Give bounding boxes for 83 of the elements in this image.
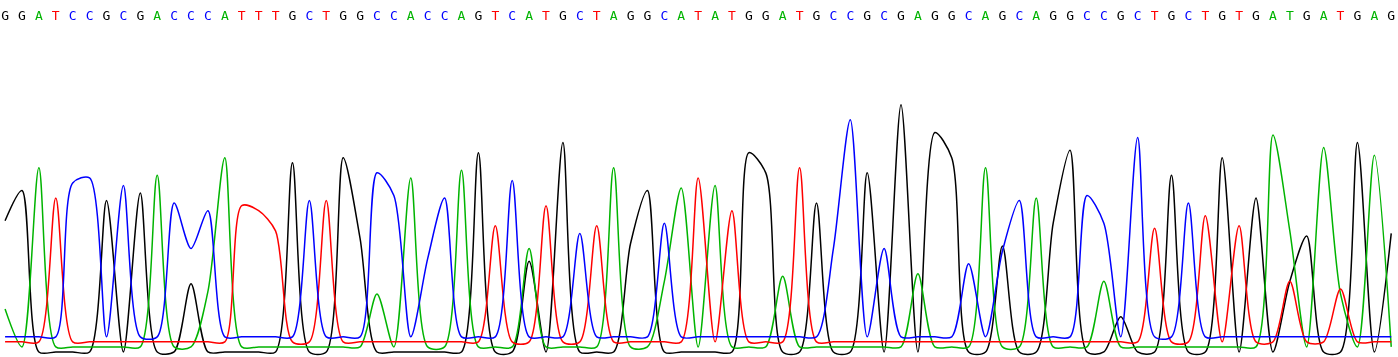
x-tick-label: T [254, 8, 263, 24]
x-tick-label: G [643, 8, 652, 24]
x-tick-label: C [68, 8, 77, 24]
x-tick-label: C [508, 8, 517, 24]
x-tick-label: C [1133, 8, 1142, 24]
x-tick-label: G [1167, 8, 1176, 24]
x-tick-label: G [1252, 8, 1261, 24]
x-tick-label: G [1049, 8, 1058, 24]
x-tick-label: T [694, 8, 703, 24]
x-tick-label: A [1319, 8, 1328, 24]
x-tick-label: G [1066, 8, 1075, 24]
x-tick-label: G [1353, 8, 1362, 24]
x-tick-label: C [373, 8, 381, 24]
x-tick-label: C [846, 8, 855, 24]
x-tick-label: G [339, 8, 348, 24]
x-tick-label: C [880, 8, 889, 24]
x-tick-label: G [1, 8, 10, 24]
x-tick-label: T [491, 8, 500, 24]
x-tick-label: G [947, 8, 956, 24]
x-tick-label: G [356, 8, 365, 24]
x-tick-label: G [1302, 8, 1311, 24]
x-tick-label: C [204, 8, 212, 24]
x-tick-label: C [423, 8, 432, 24]
x-tick-label: A [1032, 8, 1041, 24]
x-tick-label: T [1285, 8, 1294, 24]
x-tick-label: T [728, 8, 737, 24]
x-tick-label: C [389, 8, 398, 24]
x-tick-label: A [406, 8, 415, 24]
x-tick-label: T [271, 8, 280, 24]
x-tick-label: G [626, 8, 635, 24]
x-tick-label: A [457, 8, 466, 24]
x-tick-label: G [930, 8, 939, 24]
x-tick-label: T [1336, 8, 1345, 24]
x-tick-label: C [119, 8, 128, 24]
x-tick-label: G [102, 8, 111, 24]
x-tick-label: C [187, 8, 195, 24]
x-tick-label: C [305, 8, 314, 24]
x-tick-label: T [542, 8, 551, 24]
x-tick-label: A [1269, 8, 1277, 24]
x-tick-label: T [1150, 8, 1159, 24]
x-tick-label: G [897, 8, 906, 24]
x-tick-label: G [474, 8, 483, 24]
x-tick-label: A [711, 8, 720, 24]
x-tick-label: T [1235, 8, 1244, 24]
x-tick-label: A [609, 8, 618, 24]
x-tick-label: C [829, 8, 838, 24]
x-tick-label: A [677, 8, 686, 24]
x-tick-label: T [322, 8, 331, 24]
x-tick-label: C [170, 8, 179, 24]
x-tick-label: C [1083, 8, 1091, 24]
x-tick-label: T [51, 8, 60, 24]
x-tick-label: G [761, 8, 770, 24]
x-tick-label: T [1201, 8, 1210, 24]
x-tick-label: C [660, 8, 669, 24]
x-tick-label: G [1218, 8, 1227, 24]
x-tick-label: T [795, 8, 804, 24]
x-tick-label: C [440, 8, 449, 24]
x-tick-label: G [863, 8, 872, 24]
x-tick-label: A [778, 8, 787, 24]
x-tick-label: G [18, 8, 27, 24]
x-tick-label: C [1184, 8, 1193, 24]
x-tick-label: G [288, 8, 297, 24]
x-tick-label: A [34, 8, 43, 24]
x-tick-label: G [136, 8, 145, 24]
x-tick-label: A [153, 8, 162, 24]
x-tick-label: C [1099, 8, 1108, 24]
x-tick-label: C [1015, 8, 1024, 24]
x-tick-label: G [812, 8, 821, 24]
x-tick-label: C [964, 8, 973, 24]
x-tick-label: G [744, 8, 753, 24]
x-tick-label: C [575, 8, 584, 24]
x-tick-label: T [592, 8, 601, 24]
x-tick-label: G [559, 8, 568, 24]
x-tick-label: A [525, 8, 534, 24]
x-tick-label: T [237, 8, 246, 24]
x-tick-label: A [914, 8, 922, 24]
x-tick-label: A [1370, 8, 1379, 24]
x-tick-label: G [998, 8, 1007, 24]
x-tick-label: A [220, 8, 229, 24]
x-tick-label: C [85, 8, 94, 24]
x-tick-label: G [1387, 8, 1396, 24]
x-tick-label: G [1116, 8, 1125, 24]
x-tick-label: A [981, 8, 990, 24]
